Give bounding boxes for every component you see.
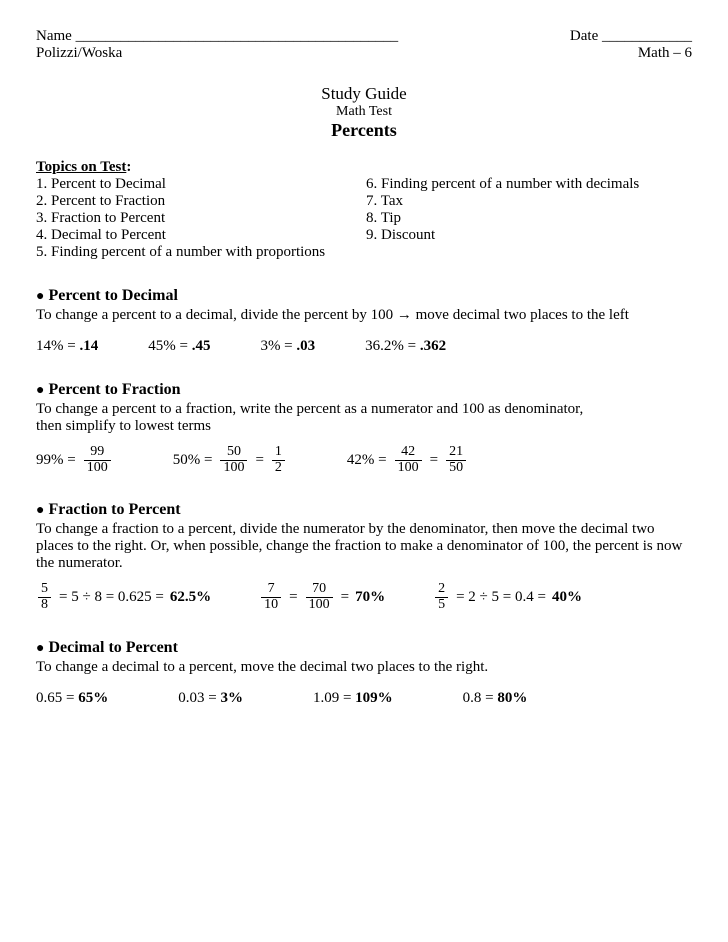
example: 99% = 99100 [36,445,113,475]
topics-header: Topics on Test [36,159,126,175]
example: 0.65 = 65% [36,690,108,707]
topics-section: Topics on Test: 1. Percent to Decimal 2.… [36,159,692,261]
bullet-icon: ● [36,641,44,656]
example: 45% = .45 [148,338,210,355]
date-field: Date ____________ [570,28,692,45]
name-field: Name ___________________________________… [36,28,398,45]
section-heading: Decimal to Percent [48,639,177,656]
topic-item: 7. Tax [366,193,639,210]
header-row: Name ___________________________________… [36,28,692,45]
bullet-icon: ● [36,289,44,304]
topic-item: 4. Decimal to Percent [36,227,366,244]
examples-row: 99% = 99100 50% = 50100 = 12 42% = 42100… [36,445,692,475]
section-heading: Percent to Decimal [48,287,177,304]
section-fraction-to-percent: ● Fraction to Percent To change a fractio… [36,501,692,612]
instruction: To change a percent to a fraction, write… [36,401,692,435]
section-heading: Fraction to Percent [48,501,180,518]
example: 14% = .14 [36,338,98,355]
topic-item: 1. Percent to Decimal [36,176,366,193]
section-percent-to-decimal: ● Percent to Decimal To change a percent … [36,287,692,355]
title-line2: Math Test [36,104,692,120]
instruction: To change a percent to a decimal, divide… [36,307,692,324]
teachers: Polizzi/Woska [36,45,122,62]
example: 50% = 50100 = 12 [173,445,287,475]
topic-item: 5. Finding percent of a number with prop… [36,244,366,261]
title-line1: Study Guide [36,84,692,104]
example: 25 = 2 ÷ 5 = 0.4 = 40% [433,582,582,612]
bullet-icon: ● [36,383,44,398]
subheader-row: Polizzi/Woska Math – 6 [36,45,692,62]
topic-item: 6. Finding percent of a number with deci… [366,176,639,193]
example: 58 = 5 ÷ 8 = 0.625 = 62.5% [36,582,211,612]
topic-item: 9. Discount [366,227,639,244]
topics-right-col: 6. Finding percent of a number with deci… [366,176,639,261]
examples-row: 58 = 5 ÷ 8 = 0.625 = 62.5% 710 = 70100 =… [36,582,692,612]
example: 36.2% = .362 [365,338,446,355]
examples-row: 0.65 = 65% 0.03 = 3% 1.09 = 109% 0.8 = 8… [36,690,692,707]
instruction: To change a fraction to a percent, divid… [36,521,692,572]
instruction: To change a decimal to a percent, move t… [36,659,692,676]
section-percent-to-fraction: ● Percent to Fraction To change a percent… [36,381,692,475]
bullet-icon: ● [36,503,44,518]
course: Math – 6 [638,45,692,62]
example: 3% = .03 [260,338,315,355]
topics-left-col: 1. Percent to Decimal 2. Percent to Frac… [36,176,366,261]
title-block: Study Guide Math Test Percents [36,84,692,141]
title-line3: Percents [36,120,692,141]
example: 0.8 = 80% [463,690,528,707]
example: 710 = 70100 = 70% [259,582,385,612]
section-heading: Percent to Fraction [48,381,180,398]
topic-item: 2. Percent to Fraction [36,193,366,210]
example: 42% = 42100 = 2150 [347,445,468,475]
example: 1.09 = 109% [313,690,393,707]
example: 0.03 = 3% [178,690,243,707]
section-decimal-to-percent: ● Decimal to Percent To change a decimal … [36,639,692,707]
examples-row: 14% = .14 45% = .45 3% = .03 36.2% = .36… [36,338,692,355]
topic-item: 8. Tip [366,210,639,227]
topic-item: 3. Fraction to Percent [36,210,366,227]
